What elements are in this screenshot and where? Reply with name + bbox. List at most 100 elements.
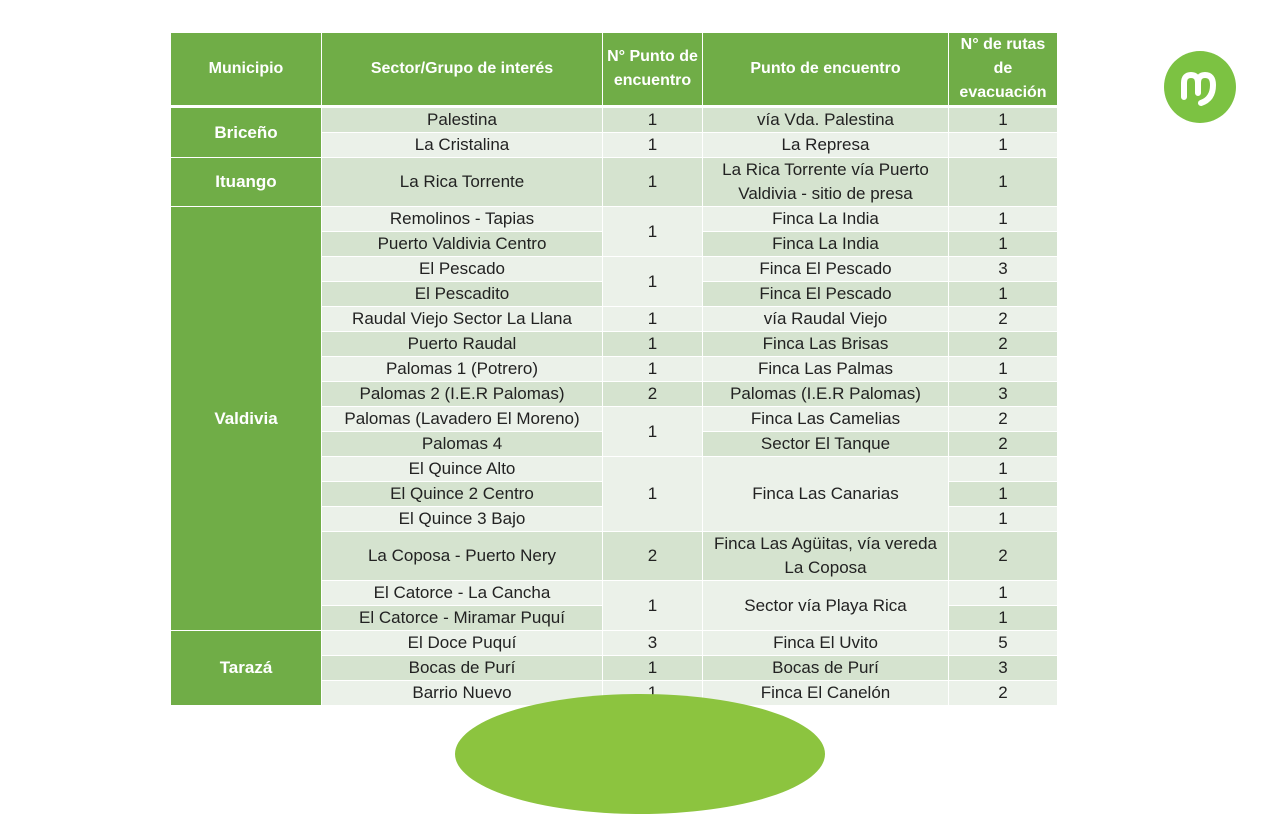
cell: El Pescado — [321, 256, 603, 282]
cell: 1 — [948, 206, 1058, 232]
cell: Sector El Tanque — [702, 431, 949, 457]
cell: 1 — [948, 157, 1058, 207]
table-row: Valdivia Remolinos - Tapias 1 Finca La Indi… — [170, 206, 1058, 631]
cell: Raudal Viejo Sector La Llana — [321, 306, 603, 332]
cell: Finca El Pescado — [702, 256, 949, 282]
cell: 1 — [948, 456, 1058, 482]
cell: 5 — [948, 630, 1058, 656]
cell: Palestina — [321, 106, 603, 133]
cell: Palomas 4 — [321, 431, 603, 457]
cell: Puerto Valdivia Centro — [321, 231, 603, 257]
cell: Bocas de Purí — [321, 655, 603, 681]
cell: La Rica Torrente vía Puerto Valdivia - s… — [702, 157, 949, 207]
cell: Palomas (Lavadero El Moreno) — [321, 406, 603, 432]
table-row: Puerto Raudal 1 Finca Las Brisas 2 — [171, 331, 1058, 357]
cell: 1 — [948, 506, 1058, 532]
cell: Palomas 1 (Potrero) — [321, 356, 603, 382]
cell: 2 — [948, 331, 1058, 357]
cell: Finca Las Agüitas, vía vereda La Coposa — [702, 531, 949, 581]
evacuation-routes-table: Municipio Sector/Grupo de interés N° Pun… — [170, 32, 1058, 706]
table-header-row: Municipio Sector/Grupo de interés N° Pun… — [170, 32, 1058, 108]
cell: 3 — [948, 381, 1058, 407]
cell: 1 — [602, 456, 703, 532]
cell: 1 — [602, 306, 703, 332]
table-row: La Coposa - Puerto Nery 2 Finca Las Agüita… — [171, 531, 1058, 581]
cell: Finca Las Brisas — [702, 331, 949, 357]
municipio-cell: Briceño — [170, 106, 322, 158]
cell: Finca El Uvito — [702, 630, 949, 656]
cell: 1 — [602, 206, 703, 257]
header-num-punto: N° Punto de encuentro — [602, 32, 703, 108]
municipio-cell: Valdivia — [170, 206, 322, 631]
cell: La Cristalina — [321, 132, 603, 158]
cell: La Represa — [702, 132, 949, 158]
cell: 3 — [602, 630, 703, 656]
cell: Palomas 2 (I.E.R Palomas) — [321, 381, 603, 407]
table-row: Barrio Nuevo 1 Finca El Canelón 2 — [171, 680, 1058, 706]
cell: 2 — [948, 531, 1058, 581]
cell: 1 — [602, 132, 703, 158]
municipio-cell: Ituango — [170, 157, 322, 207]
cell: 1 — [948, 281, 1058, 307]
cell: 1 — [948, 481, 1058, 507]
cell: Finca La India — [702, 206, 949, 232]
table-row: Raudal Viejo Sector La Llana 1 vía Raudal … — [171, 306, 1058, 332]
cell: 1 — [948, 580, 1058, 606]
cell: 1 — [602, 580, 703, 631]
cell: 1 — [948, 605, 1058, 631]
table-row: El Quince Alto 1 Finca Las Canarias 1 — [171, 456, 1058, 532]
cell: Finca Las Canarias — [702, 456, 949, 532]
table-row: El Catorce - Miramar Puquí 1 — [171, 605, 1058, 631]
table-row: El Catorce - La Cancha 1 Sector vía Playa … — [171, 580, 1058, 631]
cell: 1 — [602, 106, 703, 133]
cell: 2 — [948, 306, 1058, 332]
cell: 1 — [948, 356, 1058, 382]
cell: vía Raudal Viejo — [702, 306, 949, 332]
cell: 1 — [602, 331, 703, 357]
table-row: Ituango La Rica Torrente 1 La Rica Torrente… — [170, 157, 1058, 207]
cell: 2 — [602, 531, 703, 581]
cell: Finca El Pescado — [702, 281, 949, 307]
cell: La Coposa - Puerto Nery — [321, 531, 603, 581]
cell: 2 — [948, 431, 1058, 457]
table-row: El Quince 3 Bajo 1 — [171, 506, 1058, 532]
cell: 3 — [948, 655, 1058, 681]
header-num-rutas: N° de rutas de evacuación — [948, 32, 1058, 108]
cell: Palomas (I.E.R Palomas) — [702, 381, 949, 407]
table-row: Palomas 2 (I.E.R Palomas) 2 Palomas (I.E.R… — [171, 381, 1058, 407]
header-punto-encuentro: Punto de encuentro — [702, 32, 949, 108]
cell: El Pescadito — [321, 281, 603, 307]
header-municipio: Municipio — [170, 32, 322, 108]
cell: 2 — [948, 406, 1058, 432]
cell: Finca El Canelón — [702, 680, 949, 706]
cell: 1 — [948, 106, 1058, 133]
cell: Sector vía Playa Rica — [702, 580, 949, 631]
cell: La Rica Torrente — [321, 157, 603, 207]
cell: 1 — [602, 256, 703, 307]
table-row: Bocas de Purí 1 Bocas de Purí 3 — [171, 655, 1058, 681]
cell: El Quince 3 Bajo — [321, 506, 603, 532]
cell: 1 — [602, 655, 703, 681]
cell: 1 — [948, 132, 1058, 158]
cell: 1 — [602, 406, 703, 457]
cell: El Doce Puquí — [321, 630, 603, 656]
cell: 1 — [602, 157, 703, 207]
table-row: Tarazá El Doce Puquí 3 Finca El Uvito 5 — [170, 630, 1058, 706]
cell: 2 — [602, 381, 703, 407]
table-row: Puerto Valdivia Centro Finca La India 1 — [171, 231, 1058, 257]
cell: El Catorce - La Cancha — [321, 580, 603, 606]
cell: 2 — [948, 680, 1058, 706]
header-sector: Sector/Grupo de interés — [321, 32, 603, 108]
cell: Finca Las Camelias — [702, 406, 949, 432]
cell: vía Vda. Palestina — [702, 106, 949, 133]
municipio-cell: Tarazá — [170, 630, 322, 706]
cell: El Catorce - Miramar Puquí — [321, 605, 603, 631]
table-row: La Cristalina 1 La Represa 1 — [171, 132, 1058, 158]
cell: Bocas de Purí — [702, 655, 949, 681]
cell: Finca La India — [702, 231, 949, 257]
table-row: Briceño Palestina 1 vía Vda. Palestina 1 — [170, 106, 1058, 158]
cell: 1 — [602, 356, 703, 382]
table-row: Palomas 4 Sector El Tanque 2 — [171, 431, 1058, 457]
m-brand-logo-icon — [1164, 51, 1236, 123]
cell: 1 — [948, 231, 1058, 257]
